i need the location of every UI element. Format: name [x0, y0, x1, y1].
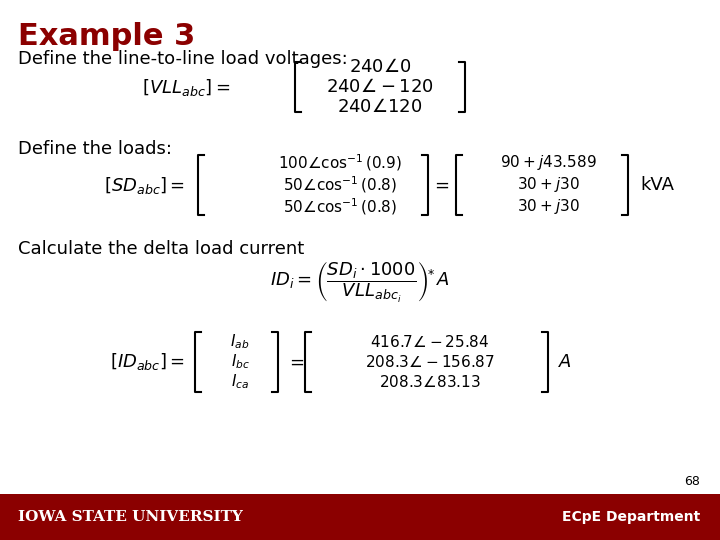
- Text: $30+j30$: $30+j30$: [517, 176, 580, 194]
- Bar: [0, 494, 720, 540]
- Text: $I_{ab}$: $I_{ab}$: [230, 333, 250, 352]
- Text: $I_{ca}$: $I_{ca}$: [231, 373, 249, 392]
- Text: $416.7\angle -25.84$: $416.7\angle -25.84$: [370, 334, 490, 350]
- Text: $50\angle\cos^{-1}(0.8)$: $50\angle\cos^{-1}(0.8)$: [283, 197, 397, 217]
- Text: ECpE Department: ECpE Department: [562, 510, 700, 524]
- Text: Define the loads:: Define the loads:: [18, 140, 172, 158]
- Text: $ID_i = \left(\dfrac{SD_i \cdot 1000}{VLL_{abc_i}}\right)^{\!\!*} A$: $ID_i = \left(\dfrac{SD_i \cdot 1000}{VL…: [270, 260, 450, 305]
- Text: $[SD_{abc}] =$: $[SD_{abc}] =$: [104, 174, 185, 195]
- Text: 68: 68: [684, 475, 700, 488]
- Text: $208.3\angle 83.13$: $208.3\angle 83.13$: [379, 374, 481, 390]
- Text: $=$: $=$: [286, 353, 305, 371]
- Text: IOWA STATE UNIVERSITY: IOWA STATE UNIVERSITY: [18, 510, 243, 524]
- Text: $90+j43.589$: $90+j43.589$: [500, 153, 596, 172]
- Text: $30+j30$: $30+j30$: [517, 198, 580, 217]
- Text: $=$: $=$: [431, 176, 449, 194]
- Text: $208.3\angle -156.87$: $208.3\angle -156.87$: [365, 354, 495, 370]
- Text: Example 3: Example 3: [18, 22, 195, 51]
- Text: $240\angle -120$: $240\angle -120$: [326, 78, 433, 96]
- Text: $[ID_{abc}] =$: $[ID_{abc}] =$: [110, 352, 185, 373]
- Text: $A$: $A$: [558, 353, 572, 371]
- Text: $I_{bc}$: $I_{bc}$: [230, 353, 250, 372]
- Text: kVA: kVA: [640, 176, 674, 194]
- Text: Define the line-to-line load voltages:: Define the line-to-line load voltages:: [18, 50, 348, 68]
- Text: Calculate the delta load current: Calculate the delta load current: [18, 240, 305, 258]
- Text: $[VLL_{abc}] =$: $[VLL_{abc}] =$: [142, 77, 230, 98]
- Text: $50\angle\cos^{-1}(0.8)$: $50\angle\cos^{-1}(0.8)$: [283, 174, 397, 195]
- Text: $240\angle 120$: $240\angle 120$: [337, 98, 423, 116]
- Text: $100\angle\cos^{-1}(0.9)$: $100\angle\cos^{-1}(0.9)$: [278, 153, 402, 173]
- Text: $240\angle 0$: $240\angle 0$: [348, 58, 411, 76]
